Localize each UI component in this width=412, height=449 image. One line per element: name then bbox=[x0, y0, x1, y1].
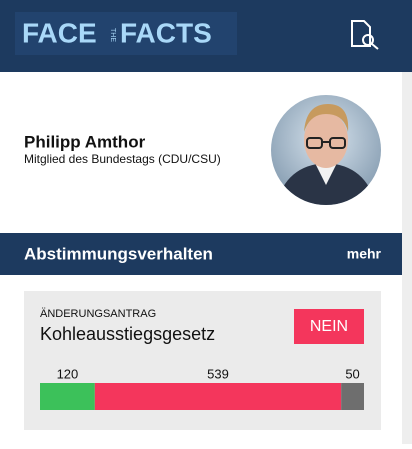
scrollbar bbox=[402, 72, 412, 444]
logo-part: FACE bbox=[22, 17, 97, 48]
vote-segment bbox=[94, 383, 342, 410]
section-title: Abstimmungsverhalten bbox=[24, 244, 213, 263]
more-link[interactable]: mehr bbox=[347, 246, 382, 262]
vote-count: 539 bbox=[207, 366, 229, 381]
result-badge bbox=[294, 309, 364, 344]
section-bar bbox=[0, 233, 402, 275]
vote-count: 50 bbox=[345, 366, 359, 381]
profile-role: Mitglied des Bundestags (CDU/CSU) bbox=[24, 152, 221, 166]
logo-part: FACTS bbox=[120, 17, 212, 48]
profile-photo bbox=[271, 95, 381, 205]
logo-box[interactable] bbox=[15, 12, 237, 55]
search-icon[interactable] bbox=[351, 20, 379, 50]
vote-segment bbox=[40, 383, 95, 410]
profile-name: Philipp Amthor bbox=[24, 132, 146, 151]
vote-kind: ÄNDERUNGSANTRAG bbox=[40, 308, 156, 320]
vote-count: 120 bbox=[57, 366, 79, 381]
logo-part: THE bbox=[109, 28, 116, 42]
result-label: NEIN bbox=[310, 318, 348, 335]
vote-segment bbox=[341, 383, 364, 410]
vote-title: Kohleausstiegsgesetz bbox=[40, 324, 215, 344]
